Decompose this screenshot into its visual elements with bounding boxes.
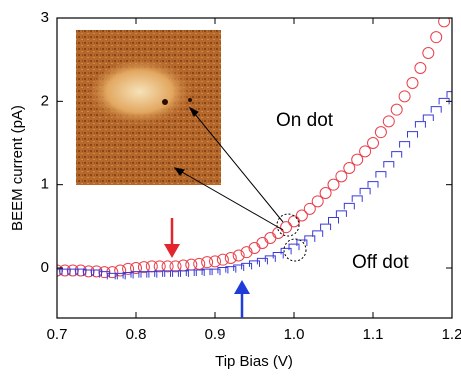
y-tick-label: 3 — [41, 9, 49, 26]
marker — [423, 48, 434, 59]
annotation: On dot — [276, 110, 334, 131]
marker — [344, 163, 355, 174]
annotation: Off dot — [352, 252, 409, 273]
marker — [399, 91, 410, 102]
x-tick-label: 0.7 — [47, 326, 68, 343]
marker — [384, 162, 394, 168]
marker — [407, 78, 418, 89]
marker — [210, 256, 221, 267]
marker — [115, 265, 126, 276]
marker — [431, 32, 442, 43]
y-tick-label: 1 — [41, 176, 49, 193]
marker — [265, 233, 276, 244]
marker — [368, 138, 379, 149]
marker — [375, 127, 386, 138]
marker — [296, 210, 307, 221]
marker — [368, 182, 378, 188]
marker — [352, 154, 363, 165]
marker — [408, 132, 418, 138]
marker — [218, 268, 228, 274]
marker — [352, 196, 362, 202]
marker — [329, 218, 339, 224]
marker — [320, 188, 331, 199]
marker — [289, 244, 299, 250]
y-tick-label: 2 — [41, 92, 49, 109]
x-tick-label: 1.2 — [442, 326, 461, 343]
x-tick-label: 1.1 — [363, 326, 384, 343]
x-tick-label: 0.9 — [205, 326, 226, 343]
marker — [336, 171, 347, 182]
marker — [312, 196, 323, 207]
marker — [281, 248, 291, 254]
marker — [391, 104, 402, 115]
marker — [423, 115, 433, 121]
marker — [210, 269, 220, 275]
y-axis-label: BEEM current (pA) — [9, 105, 26, 231]
x-axis-label: Tip Bias (V) — [215, 353, 293, 370]
marker — [217, 254, 228, 265]
marker — [305, 236, 315, 242]
marker — [392, 152, 402, 158]
marker — [383, 116, 394, 127]
marker — [281, 222, 292, 233]
marker — [147, 272, 157, 278]
marker — [297, 240, 307, 246]
marker — [234, 265, 244, 271]
marker — [344, 203, 354, 209]
x-tick-label: 1.0 — [284, 326, 305, 343]
x-tick-label: 0.8 — [126, 326, 147, 343]
marker — [336, 211, 346, 217]
marker — [415, 63, 426, 74]
inset-image — [76, 30, 221, 185]
chart: On dot Off dot Tip Bias (V) BEEM current… — [0, 0, 461, 377]
marker — [400, 142, 410, 148]
marker — [194, 258, 205, 269]
marker — [225, 253, 236, 264]
marker — [415, 122, 425, 128]
marker — [257, 238, 268, 249]
marker — [321, 224, 331, 230]
marker — [376, 172, 386, 178]
marker — [178, 271, 188, 277]
marker — [242, 263, 252, 269]
marker — [194, 270, 204, 276]
y-tick-label: 0 — [41, 259, 49, 276]
marker — [328, 179, 339, 190]
marker — [360, 146, 371, 157]
marker — [431, 107, 441, 113]
marker — [360, 188, 370, 194]
